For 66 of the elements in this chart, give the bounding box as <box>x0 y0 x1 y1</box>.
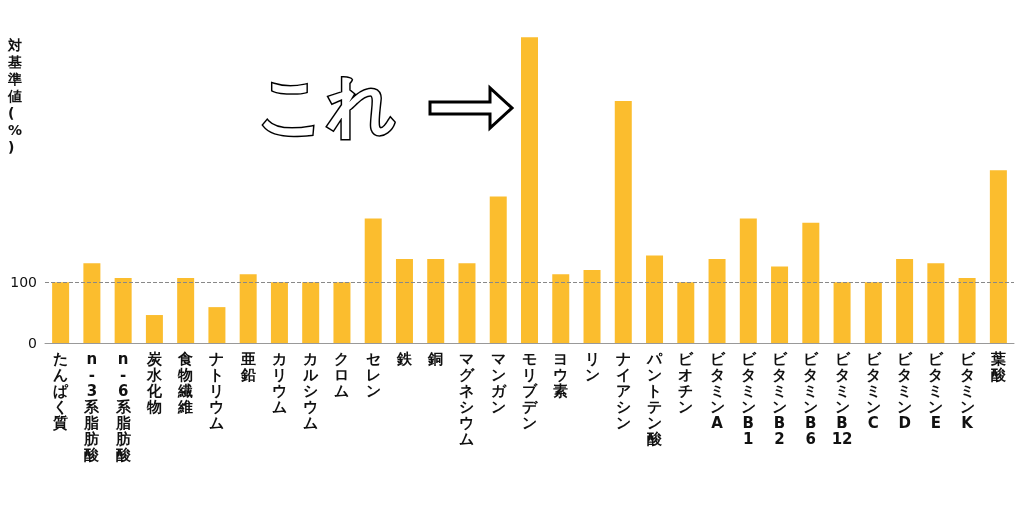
x-tick-label: たんぱく質 <box>52 350 70 432</box>
bar <box>83 263 101 343</box>
y-tick-label: 100 <box>10 274 37 291</box>
annotation: これ <box>256 66 397 145</box>
bar <box>52 282 70 343</box>
x-tick-label: カルシウム <box>302 350 320 432</box>
bar <box>302 282 320 343</box>
bar <box>864 282 882 343</box>
bar <box>177 277 195 343</box>
bar <box>239 274 257 343</box>
bar <box>958 277 976 343</box>
bar <box>521 37 538 343</box>
x-tick-label: ビオチン <box>678 350 695 416</box>
x-tick-label: ビタミンK <box>959 350 976 432</box>
x-tick-label: カリウム <box>271 350 287 416</box>
x-tick-label: マグネシウム <box>459 350 476 448</box>
bar <box>270 282 288 343</box>
bar <box>708 259 726 343</box>
x-tick-label: ビタミンD <box>897 350 914 432</box>
x-tick-label: モリブデン <box>522 350 539 432</box>
bar <box>927 263 945 343</box>
bar <box>896 259 914 343</box>
x-tick-label: ビタミンB2 <box>772 350 789 448</box>
x-tick-label: ナトリウム <box>209 350 225 432</box>
x-tick-label: 亜鉛 <box>239 350 256 384</box>
bar <box>802 222 820 343</box>
bar <box>989 170 1007 343</box>
x-tick-label: 鉄 <box>395 350 413 368</box>
bar <box>583 270 601 343</box>
x-tick-label: クロム <box>334 350 350 400</box>
x-tick-label: マンガン <box>490 350 507 416</box>
bar <box>614 101 632 343</box>
bar <box>114 277 132 343</box>
x-tick-label: リン <box>584 350 600 384</box>
x-tick-label: パントテン酸 <box>646 350 664 448</box>
x-tick-label: 銅 <box>427 350 444 368</box>
x-tick-label: 葉酸 <box>989 350 1007 384</box>
bar <box>427 259 445 343</box>
bar <box>833 282 851 343</box>
x-tick-label: ナイアシン <box>615 350 631 432</box>
bar <box>552 274 570 343</box>
bar <box>364 218 382 343</box>
x-tick-label: ビタミンB1 <box>740 350 757 448</box>
bar <box>458 263 476 343</box>
bar <box>333 282 351 343</box>
x-tick-label: ビタミンB6 <box>803 350 820 448</box>
bar <box>489 196 507 343</box>
y-tick-label: 0 <box>28 335 37 351</box>
x-tick-label: ビタミンA <box>709 350 726 432</box>
bar <box>646 255 664 343</box>
bar <box>145 315 163 343</box>
x-tick-label: n-6系脂肪酸 <box>114 350 132 464</box>
x-tick-label: ヨウ素 <box>553 350 569 400</box>
bar <box>771 266 789 343</box>
bar <box>208 307 226 343</box>
x-tick-label: セレン <box>365 350 381 400</box>
x-tick-label: 食物繊維 <box>177 350 194 416</box>
bar <box>395 259 413 343</box>
x-tick-label: ビタミンC <box>865 350 882 432</box>
y-axis-title: 対基準値(%) <box>7 36 23 155</box>
x-tick-label: ビタミンB12 <box>831 350 853 448</box>
x-tick-label: ビタミンE <box>928 350 945 432</box>
bar <box>677 282 695 343</box>
x-tick-label: 炭水化物 <box>145 350 163 416</box>
bar <box>739 218 757 343</box>
x-tick-label: n-3系脂肪酸 <box>83 350 101 464</box>
